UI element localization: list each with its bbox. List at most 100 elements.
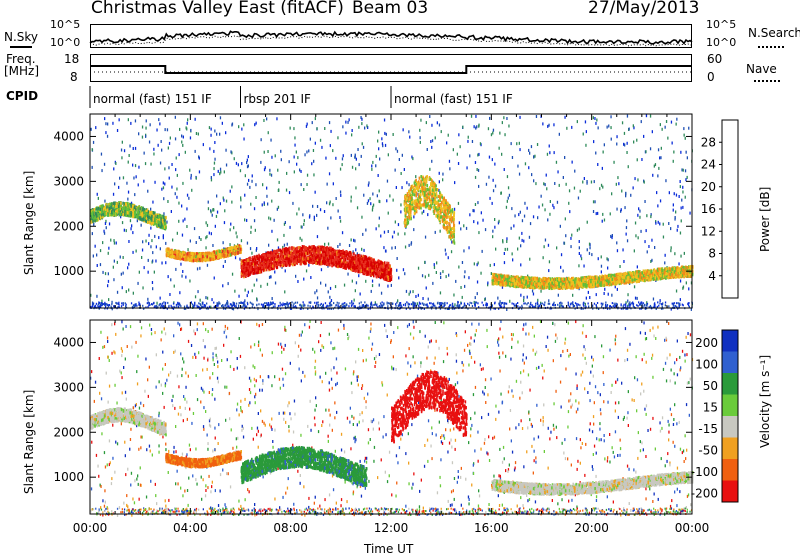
power-ground-speckle — [186, 306, 187, 308]
power-speckle — [395, 147, 396, 150]
power-speckle — [422, 274, 423, 277]
power-speckle — [234, 157, 235, 160]
power-speckle — [428, 274, 429, 277]
power-speckle — [676, 194, 677, 197]
power-speckle — [504, 168, 505, 171]
power-echo-point — [176, 255, 178, 258]
power-speckle — [554, 151, 555, 154]
power-speckle — [327, 227, 328, 230]
power-speckle — [426, 287, 427, 290]
power-ground-speckle — [325, 302, 326, 304]
power-speckle — [101, 169, 102, 172]
power-speckle — [329, 172, 330, 175]
power-speckle — [195, 150, 196, 153]
power-speckle — [128, 118, 129, 121]
power-speckle — [363, 249, 364, 252]
power-speckle — [659, 156, 660, 159]
power-speckle — [687, 156, 688, 159]
power-ground-speckle — [500, 305, 501, 307]
power-speckle — [306, 183, 307, 186]
power-speckle — [185, 151, 186, 154]
power-ground-speckle — [387, 305, 388, 307]
power-speckle — [245, 289, 246, 292]
power-speckle — [610, 126, 611, 129]
power-speckle — [474, 125, 475, 128]
power-ground-speckle — [535, 305, 536, 307]
power-echo-point — [104, 212, 106, 215]
power-ground-speckle — [218, 302, 219, 304]
power-ground-speckle — [105, 306, 106, 308]
power-speckle — [175, 192, 176, 195]
power-speckle — [674, 192, 675, 195]
power-ground-speckle — [180, 305, 181, 307]
power-speckle — [302, 213, 303, 216]
power-speckle — [339, 243, 340, 246]
power-speckle — [345, 121, 346, 124]
power-speckle — [256, 279, 257, 282]
power-speckle — [315, 117, 316, 120]
power-ground-speckle — [206, 303, 207, 305]
power-speckle — [683, 127, 684, 130]
power-speckle — [320, 139, 321, 142]
power-speckle — [246, 161, 247, 164]
power-speckle — [499, 132, 500, 135]
power-speckle — [477, 222, 478, 225]
power-speckle — [379, 284, 380, 287]
power-speckle — [317, 205, 318, 208]
power-speckle — [514, 214, 515, 217]
power-echo-point — [109, 207, 111, 210]
power-speckle — [289, 191, 290, 194]
power-speckle — [371, 168, 372, 171]
power-speckle — [264, 151, 265, 154]
power-ground-speckle — [303, 305, 304, 307]
power-speckle — [255, 183, 256, 186]
power-speckle — [183, 136, 184, 139]
power-ground-speckle — [494, 302, 495, 304]
power-speckle — [105, 272, 106, 275]
power-ground-speckle — [373, 304, 374, 306]
power-speckle — [300, 237, 301, 240]
power-speckle — [224, 170, 225, 173]
power-speckle — [425, 236, 426, 239]
power-ground-speckle — [461, 302, 462, 304]
power-speckle — [299, 169, 300, 172]
power-echo-point — [132, 206, 134, 209]
power-speckle — [630, 194, 631, 197]
power-speckle — [453, 148, 454, 151]
power-speckle — [554, 182, 555, 185]
power-speckle — [109, 222, 110, 225]
power-speckle — [564, 156, 565, 159]
power-speckle — [522, 219, 523, 222]
power-ground-speckle — [247, 303, 248, 305]
power-speckle — [107, 135, 108, 138]
power-echo-point — [178, 253, 180, 256]
power-ground-speckle — [432, 303, 433, 305]
power-ground-speckle — [202, 302, 203, 304]
power-speckle — [266, 195, 267, 198]
power-speckle — [113, 167, 114, 170]
power-speckle — [119, 118, 120, 121]
power-ground-speckle — [286, 303, 287, 305]
power-ground-speckle — [423, 304, 424, 306]
power-speckle — [128, 240, 129, 243]
power-speckle — [199, 236, 200, 239]
power-speckle — [578, 197, 579, 200]
power-speckle — [607, 126, 608, 129]
power-speckle — [121, 149, 122, 152]
power-ground-speckle — [102, 303, 103, 305]
power-ground-speckle — [413, 305, 414, 307]
power-echo-point — [201, 252, 203, 255]
power-speckle — [187, 194, 188, 197]
power-echo-point — [118, 205, 120, 208]
power-speckle — [368, 181, 369, 184]
power-speckle — [532, 290, 533, 293]
power-speckle — [281, 158, 282, 161]
power-ground-speckle — [442, 306, 443, 308]
power-speckle — [361, 155, 362, 158]
power-ground-speckle — [351, 304, 352, 306]
power-speckle — [363, 194, 364, 197]
power-ground-speckle — [329, 302, 330, 304]
power-speckle — [213, 150, 214, 153]
power-speckle — [504, 261, 505, 264]
power-speckle — [141, 256, 142, 259]
